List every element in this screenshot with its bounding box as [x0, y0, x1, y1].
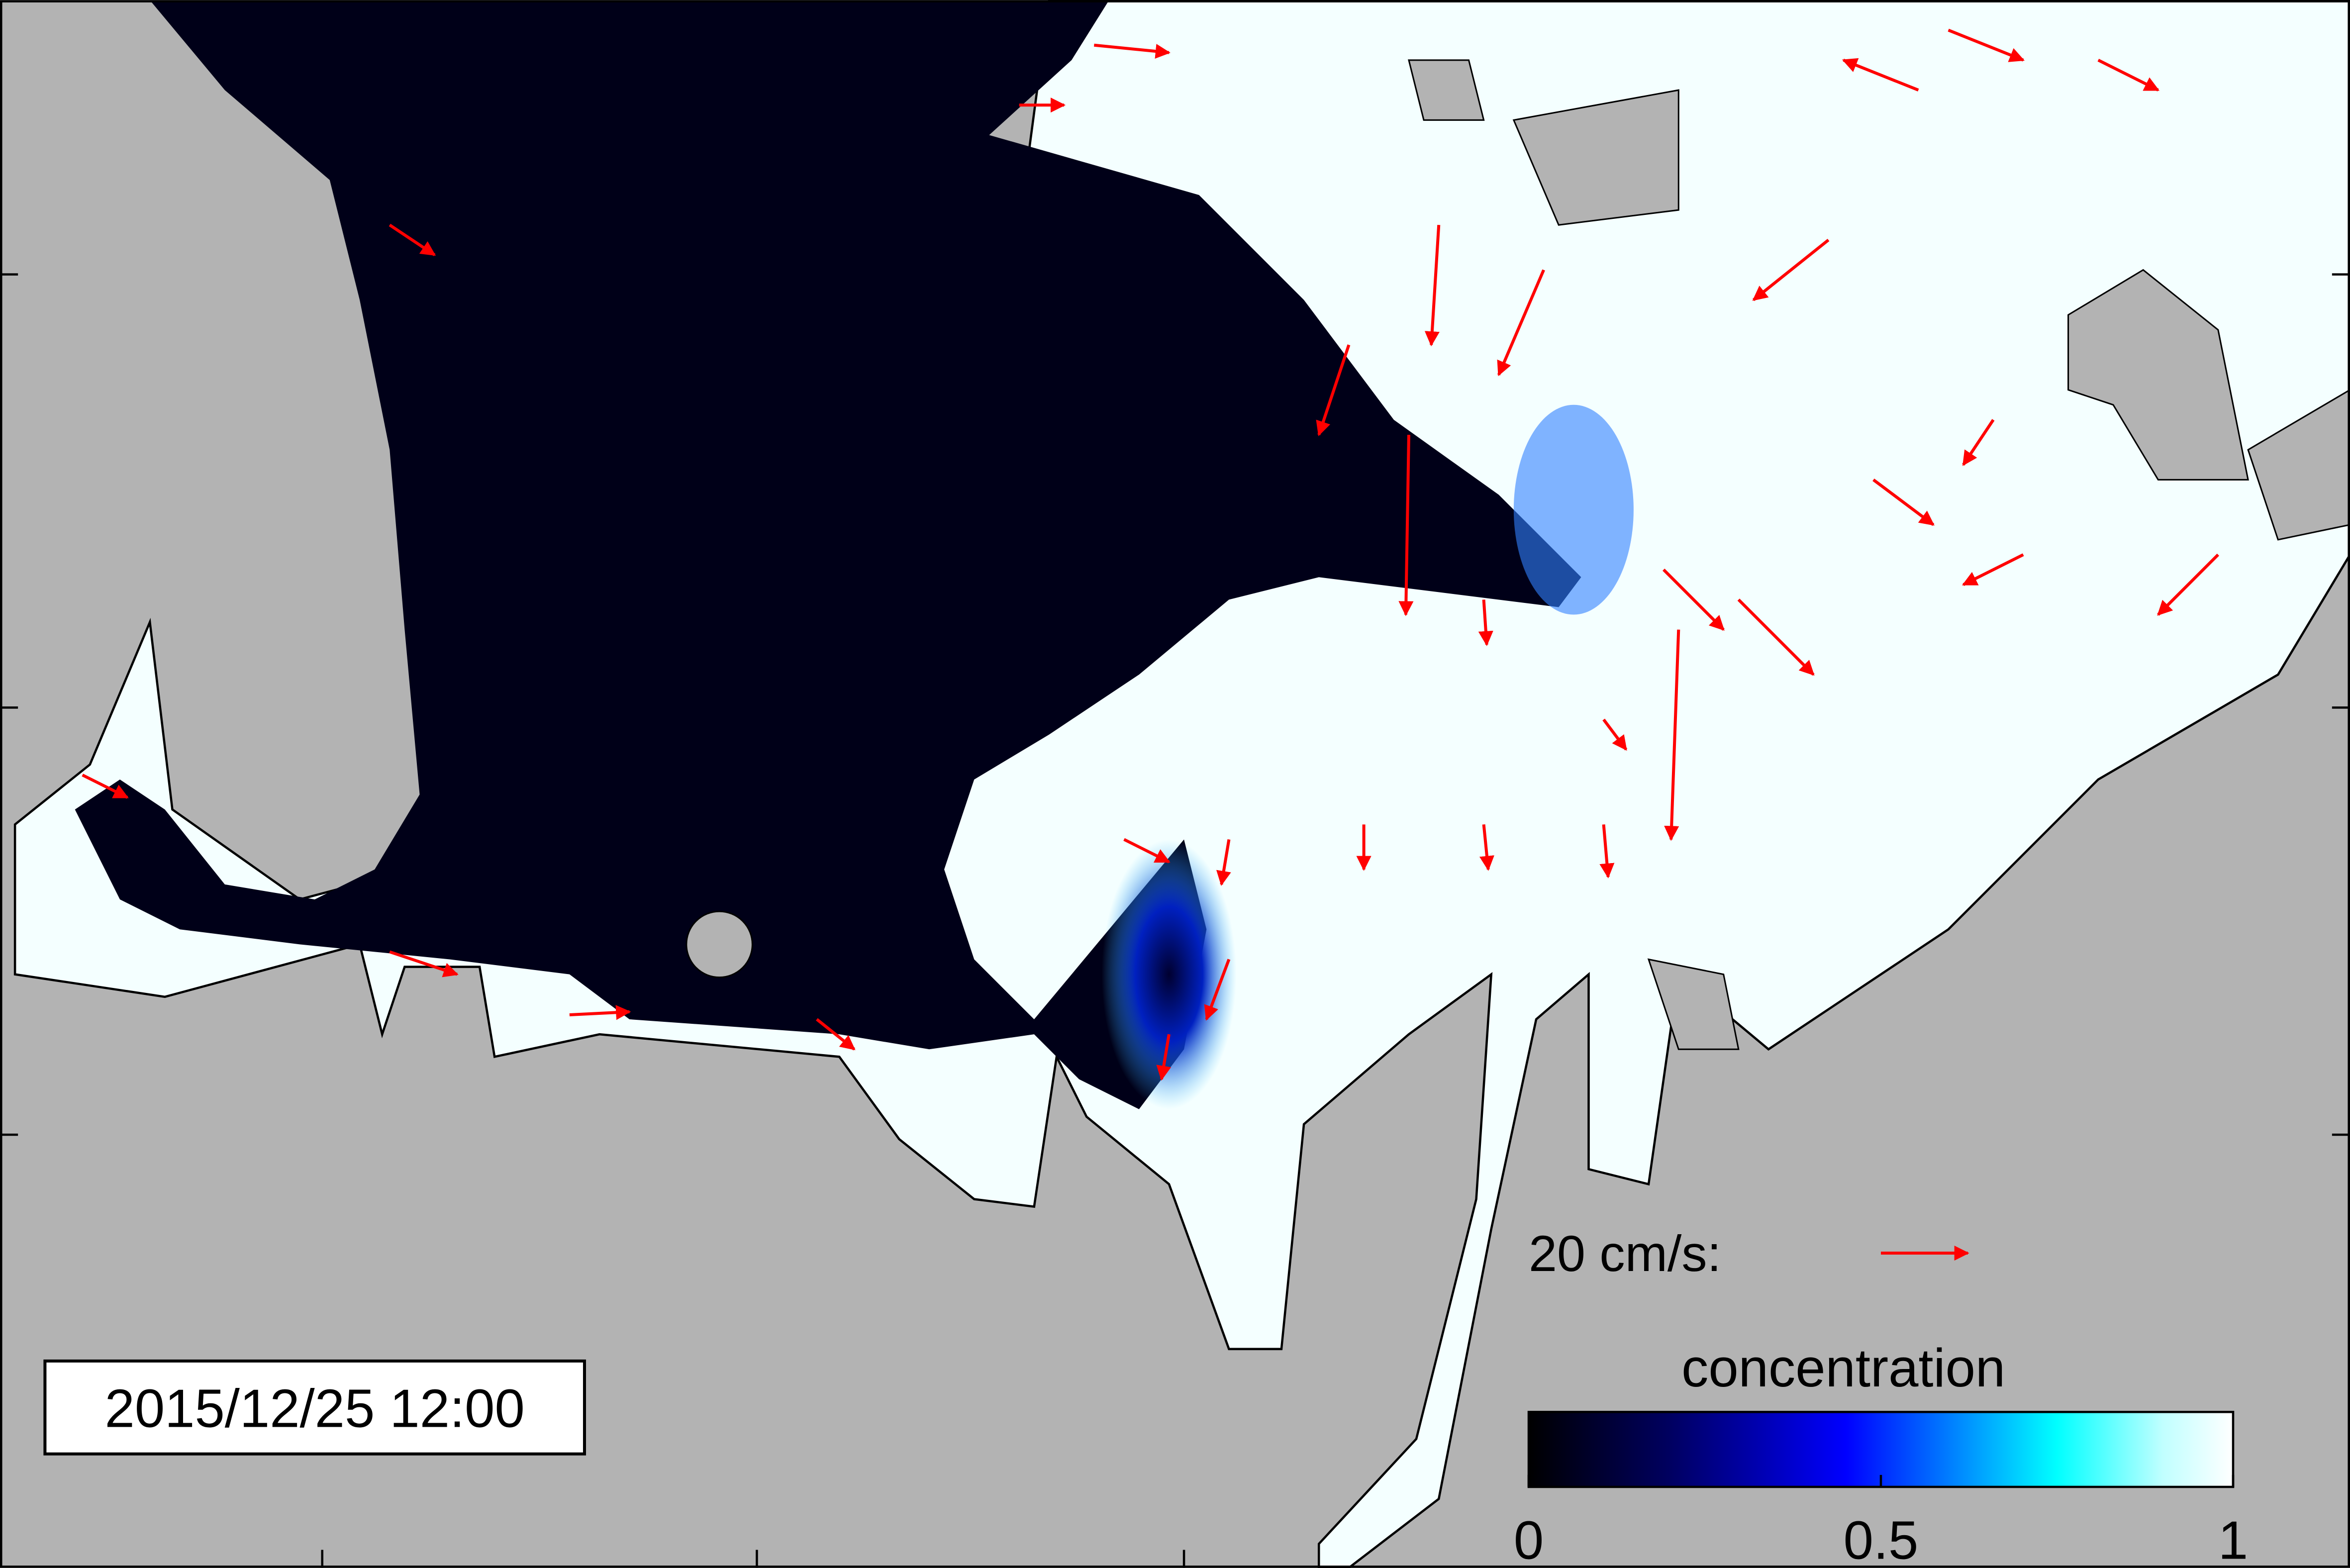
colorbar [1527, 1411, 2235, 1488]
velocity-legend-label: 20 cm/s: [1529, 1225, 1721, 1282]
colorbar-tick-label: 1 [2218, 1510, 2248, 1568]
velocity-arrows [82, 28, 2220, 1261]
open-water [75, 0, 1581, 1109]
island [1408, 59, 1679, 226]
timestamp: 2015/12/25 12:00 [105, 1378, 525, 1438]
low-concentration-patch [1513, 404, 1634, 615]
island [2067, 269, 2249, 481]
ice-region [13, 0, 2350, 1568]
colorbar-tick-label: 0.5 [1844, 1510, 1919, 1568]
timestamp-box [43, 1359, 586, 1456]
island [685, 910, 753, 979]
colorbar-ticks: 0 0.5 1 [1514, 1474, 2248, 1568]
colorbar-title: concentration [1681, 1338, 2005, 1398]
colorbar-tick-label: 0 [1514, 1510, 1544, 1568]
low-concentration-patch [1101, 839, 1237, 1109]
island [1647, 958, 1740, 1050]
island [2247, 389, 2350, 541]
